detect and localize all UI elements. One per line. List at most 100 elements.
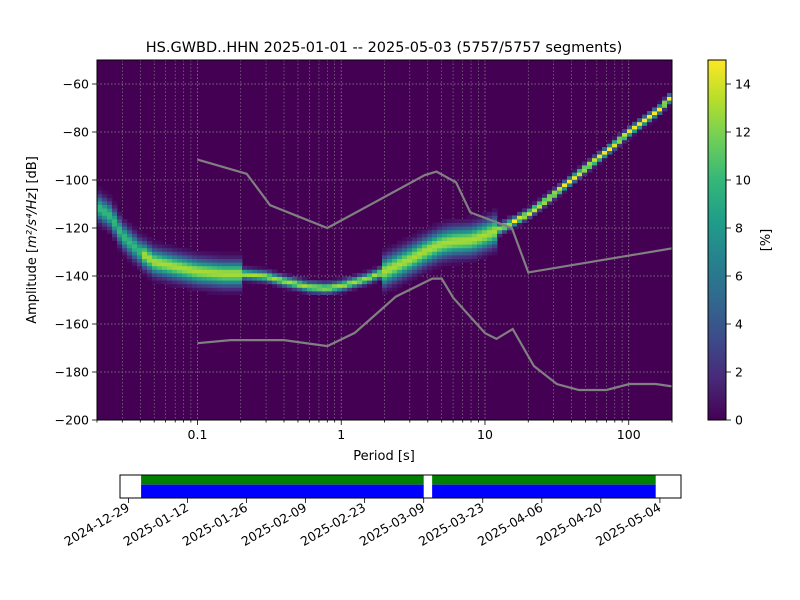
heatmap-cell [452,247,458,252]
heatmap-cell [202,273,208,277]
heatmap-cell [432,222,438,227]
heatmap-cell [127,233,133,238]
heatmap-cell [197,258,203,263]
heatmap-cell [242,269,248,274]
heatmap-cell [497,233,503,238]
heatmap-cell [437,222,443,227]
heatmap-cell [402,273,408,277]
heatmap-cell [422,244,428,249]
heatmap-cell [412,255,418,259]
heatmap-cell [122,237,128,241]
heatmap-cell [222,280,228,285]
heatmap-cell [172,251,178,256]
heatmap-cell [187,283,193,288]
heatmap-cell [417,229,423,234]
heatmap-cell [142,240,148,245]
heatmap-cell [212,265,218,270]
heatmap-cell [227,291,233,295]
heatmap-cell [462,244,468,249]
heatmap-cell [247,265,253,270]
heatmap-cell [232,276,238,281]
heatmap-cell [142,237,148,241]
heatmap-cell [437,237,443,241]
heatmap-cell [217,255,223,259]
heatmap-cell [542,204,548,209]
heatmap-cell [522,215,528,220]
heatmap-cell [492,251,498,256]
heatmap-cell [122,226,128,231]
heatmap-cell [512,222,518,227]
heatmap-cell [217,287,223,292]
heatmap-cell [662,103,668,108]
heatmap-cell [122,229,128,234]
heatmap-cell [477,222,483,227]
heatmap-cell [402,262,408,267]
heatmap-cell [537,201,543,205]
heatmap-cell [492,215,498,220]
heatmap-cell [532,204,538,209]
heatmap-cell [557,183,563,187]
heatmap-cell [492,211,498,216]
heatmap-cell [367,276,373,281]
heatmap-cell [327,280,333,285]
heatmap-cell [602,150,608,155]
heatmap-cell [217,258,223,263]
heatmap-cell [457,219,463,223]
heatmap-cell [272,280,278,285]
heatmap-cell [512,215,518,220]
heatmap-cell [197,280,203,285]
heatmap-cell [227,283,233,288]
heatmap-cell [427,251,433,256]
heatmap-cell [197,276,203,281]
heatmap-cell [467,215,473,220]
plot-grid [97,60,672,420]
heatmap-cell [432,251,438,256]
heatmap-cell [587,157,593,162]
heatmap-cell [442,262,448,267]
heatmap-cell [432,240,438,245]
heatmap-cell [487,211,493,216]
heatmap-cell [387,269,393,274]
timeline-tick-label: 2025-01-26 [180,500,250,549]
heatmap-cell [302,280,308,285]
timeline-tick-label: 2024-12-29 [62,500,132,549]
heatmap-cell [282,276,288,281]
heatmap-cell [417,251,423,256]
heatmap-cell [352,283,358,288]
heatmap-cell [477,229,483,234]
heatmap-cell [542,197,548,202]
heatmap-cell [302,291,308,295]
heatmap-cell [127,226,133,231]
heatmap-cell [247,273,253,277]
heatmap-cell [162,280,168,285]
coverage-bar-bottom [141,484,424,498]
heatmap-cell [622,136,628,141]
heatmap-cell [442,229,448,234]
heatmap-cell [237,251,243,256]
heatmap-cell [337,291,343,295]
heatmap-cell [387,255,393,259]
heatmap-cell [112,222,118,227]
heatmap-cell [482,237,488,241]
heatmap-cell [467,247,473,252]
heatmap-cell [397,262,403,267]
heatmap-cell [532,211,538,216]
heatmap-cell [567,172,573,177]
heatmap-cell [362,283,368,288]
heatmap-cell [287,287,293,292]
heatmap-cell [212,280,218,285]
heatmap-cell [102,211,108,216]
heatmap-cell [527,211,533,216]
heatmap-cell [177,255,183,259]
heatmap-cell [312,283,318,288]
heatmap-cell [127,244,133,249]
heatmap-cell [387,244,393,249]
heatmap-cell [532,201,538,205]
heatmap-cell [277,276,283,281]
heatmap-cell [547,190,553,195]
heatmap-cell [582,161,588,166]
heatmap-cell [462,222,468,227]
heatmap-cell [197,283,203,288]
heatmap-cell [407,265,413,270]
heatmap-cell [357,276,363,281]
